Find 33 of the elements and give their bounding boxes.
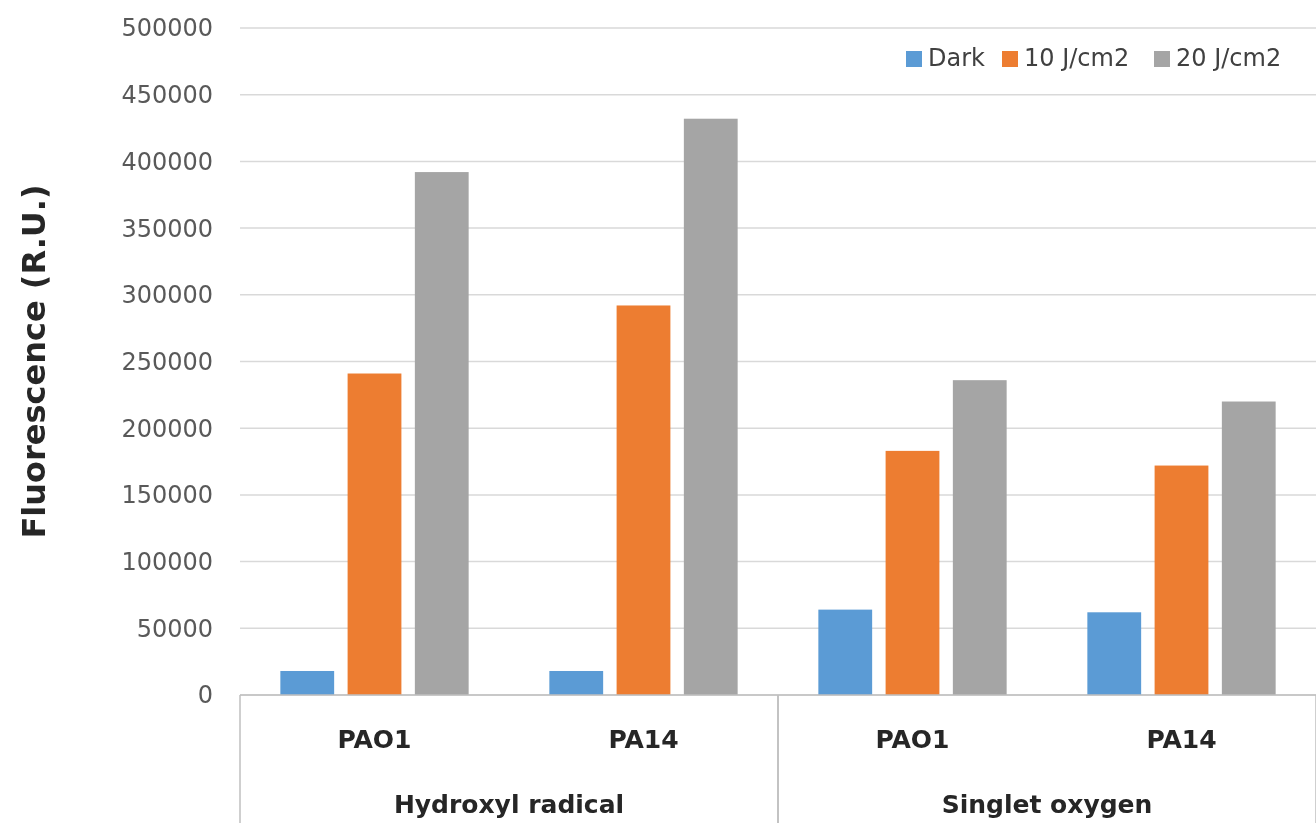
legend-label: 20 J/cm2	[1176, 44, 1282, 72]
x-tick-label: PA14	[608, 725, 679, 754]
text: Hydroxyl radical	[393, 790, 625, 819]
y-tick-label: 450000	[121, 81, 213, 110]
y-tick-label: 500000	[121, 14, 213, 43]
y-tick-label: 350000	[121, 214, 213, 243]
bar	[549, 670, 604, 695]
x-tick-label: PAO1	[875, 725, 950, 754]
y-tick-label: 150000	[121, 481, 213, 510]
y-tick-label: 0	[197, 681, 213, 710]
y-tick-label: 200000	[121, 414, 213, 443]
y-tick-label: 50000	[136, 614, 213, 643]
bar	[1221, 401, 1276, 695]
legend-label: Dark	[928, 44, 986, 72]
bar	[952, 380, 1007, 695]
bar	[683, 118, 738, 695]
y-tick-label: 400000	[121, 147, 213, 176]
y-tick-label: 300000	[121, 281, 213, 310]
bar	[414, 172, 469, 695]
x-tick-label: PA14	[1146, 725, 1217, 754]
bar	[885, 450, 940, 695]
y-tick-label: 100000	[121, 548, 213, 576]
bar	[280, 670, 335, 695]
legend-label: 10 J/cm2	[1024, 44, 1130, 72]
text: Singlet oxygen	[941, 790, 1153, 819]
bar	[1154, 465, 1209, 695]
y-tick-label: 250000	[121, 347, 213, 376]
y-axis-title: Fluorescence (R.U.)	[15, 184, 53, 539]
bar	[616, 305, 671, 695]
x-tick-label: PAO1	[337, 725, 412, 754]
bar	[818, 609, 873, 695]
bar	[1087, 612, 1142, 695]
bar	[347, 373, 402, 695]
